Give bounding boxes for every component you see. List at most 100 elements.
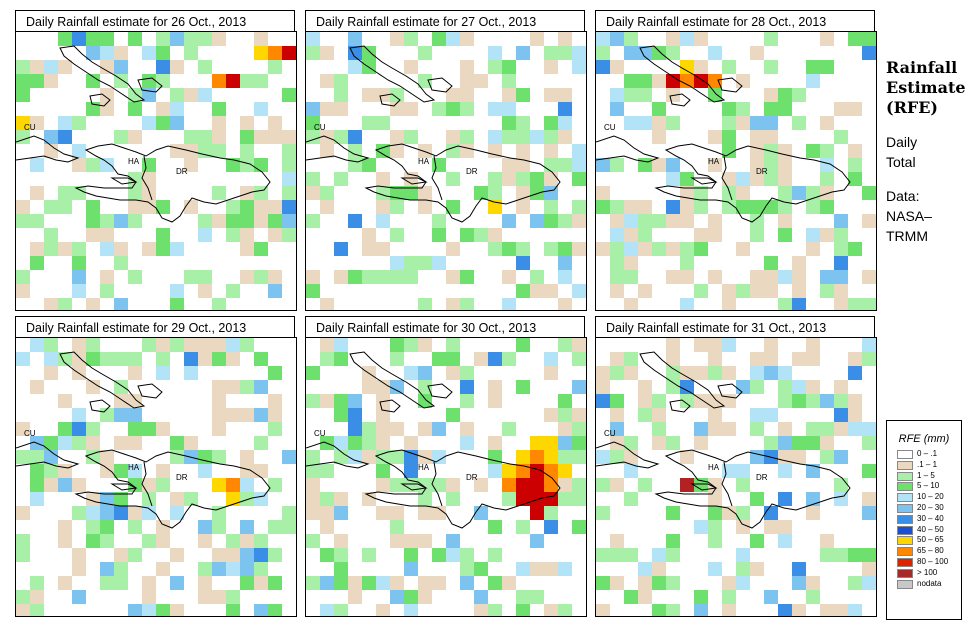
rainfall-cell — [558, 214, 572, 228]
rainfall-cell — [474, 590, 488, 604]
coastline-islandA — [379, 399, 401, 413]
rainfall-cell — [390, 576, 404, 590]
rainfall-cell — [572, 352, 586, 366]
rainfall-cell — [390, 256, 404, 270]
coastline-hisp — [364, 449, 561, 529]
rainfall-cell — [30, 256, 44, 270]
rainfall-map: CU HA DR — [15, 31, 297, 311]
rainfall-cell — [320, 200, 334, 214]
rainfall-cell — [610, 242, 624, 256]
rainfall-cell — [404, 450, 418, 464]
rainfall-cell — [128, 270, 142, 284]
side-description: Rainfall Estimate (RFE) Daily Total Data… — [886, 58, 966, 246]
rainfall-cell — [750, 228, 764, 242]
rainfall-cell — [586, 436, 587, 450]
rainfall-cell — [558, 464, 572, 478]
rainfall-cell — [610, 366, 624, 380]
rainfall-cell — [142, 576, 156, 590]
rainfall-cell — [226, 338, 240, 352]
rainfall-cell — [212, 32, 226, 46]
rainfall-cell — [530, 562, 544, 576]
rainfall-cell — [86, 214, 100, 228]
rainfall-cell — [488, 144, 502, 158]
rainfall-cell — [638, 284, 652, 298]
rainfall-cell — [306, 102, 320, 116]
rainfall-cell — [530, 492, 544, 506]
rainfall-cell — [638, 562, 652, 576]
rainfall-cell — [296, 200, 297, 214]
rainfall-cell — [184, 436, 198, 450]
rainfall-cell — [114, 130, 128, 144]
rainfall-cell — [806, 394, 820, 408]
rainfall-cell — [100, 408, 114, 422]
rainfall-cell — [184, 88, 198, 102]
rainfall-cell — [624, 46, 638, 60]
coastline-cubaN — [59, 351, 146, 409]
legend-swatch — [897, 525, 913, 535]
rainfall-cell — [156, 534, 170, 548]
rainfall-cell — [750, 534, 764, 548]
rainfall-cell — [226, 562, 240, 576]
rainfall-cell — [666, 534, 680, 548]
rainfall-cell — [516, 200, 530, 214]
panel-title: Daily Rainfall estimate for 31 Oct., 201… — [595, 316, 875, 338]
rainfall-cell — [666, 116, 680, 130]
rainfall-cell — [362, 270, 376, 284]
rainfall-cell — [296, 534, 297, 548]
rainfall-cell — [362, 228, 376, 242]
rainfall-cell — [516, 604, 530, 616]
rainfall-cell — [736, 380, 750, 394]
rainfall-cell — [170, 436, 184, 450]
rainfall-cell — [212, 214, 226, 228]
rainfall-cell — [226, 534, 240, 548]
rainfall-cell — [488, 450, 502, 464]
rainfall-cell — [558, 298, 572, 310]
coastline-islandA — [89, 93, 111, 107]
rainfall-cell — [558, 408, 572, 422]
rainfall-cell — [254, 548, 268, 562]
rainfall-cell — [334, 562, 348, 576]
legend-swatch — [897, 557, 913, 567]
rainfall-cell — [240, 74, 254, 88]
rainfall-cell — [572, 450, 586, 464]
rainfall-cell — [198, 520, 212, 534]
rainfall-cell — [488, 394, 502, 408]
rainfall-cell — [254, 534, 268, 548]
rainfall-cell — [446, 534, 460, 548]
rainfall-cell — [72, 144, 86, 158]
rainfall-cell — [58, 352, 72, 366]
rainfall-cell — [198, 534, 212, 548]
rainfall-cell — [460, 102, 474, 116]
rainfall-cell — [282, 172, 296, 186]
rainfall-cell — [652, 422, 666, 436]
rainfall-cell — [572, 520, 586, 534]
rainfall-cell — [334, 408, 348, 422]
coastline-hisp — [654, 143, 851, 223]
rainfall-cell — [516, 116, 530, 130]
rainfall-cell — [610, 256, 624, 270]
coastline-gonave — [400, 483, 428, 491]
coastline-cubaN — [349, 45, 436, 103]
rainfall-cell — [876, 214, 877, 228]
rainfall-cell — [488, 228, 502, 242]
rainfall-cell — [156, 200, 170, 214]
rainfall-cell — [254, 380, 268, 394]
coastline-islandB — [717, 383, 743, 399]
rainfall-cell — [58, 422, 72, 436]
rainfall-cell — [72, 548, 86, 562]
rainfall-cell — [572, 284, 586, 298]
rainfall-cell — [460, 548, 474, 562]
rainfall-cell — [30, 214, 44, 228]
rainfall-cell — [694, 366, 708, 380]
rainfall-cell — [680, 270, 694, 284]
rainfall-cell — [72, 506, 86, 520]
rainfall-cell — [432, 256, 446, 270]
rainfall-cell — [184, 338, 198, 352]
rainfall-cell — [240, 562, 254, 576]
rainfall-cell — [722, 186, 736, 200]
rainfall-cell — [722, 590, 736, 604]
rainfall-cell — [820, 116, 834, 130]
rainfall-cell — [390, 422, 404, 436]
source-text: Data: NASA– TRMM — [886, 186, 966, 246]
coastline-hisp — [654, 449, 851, 529]
